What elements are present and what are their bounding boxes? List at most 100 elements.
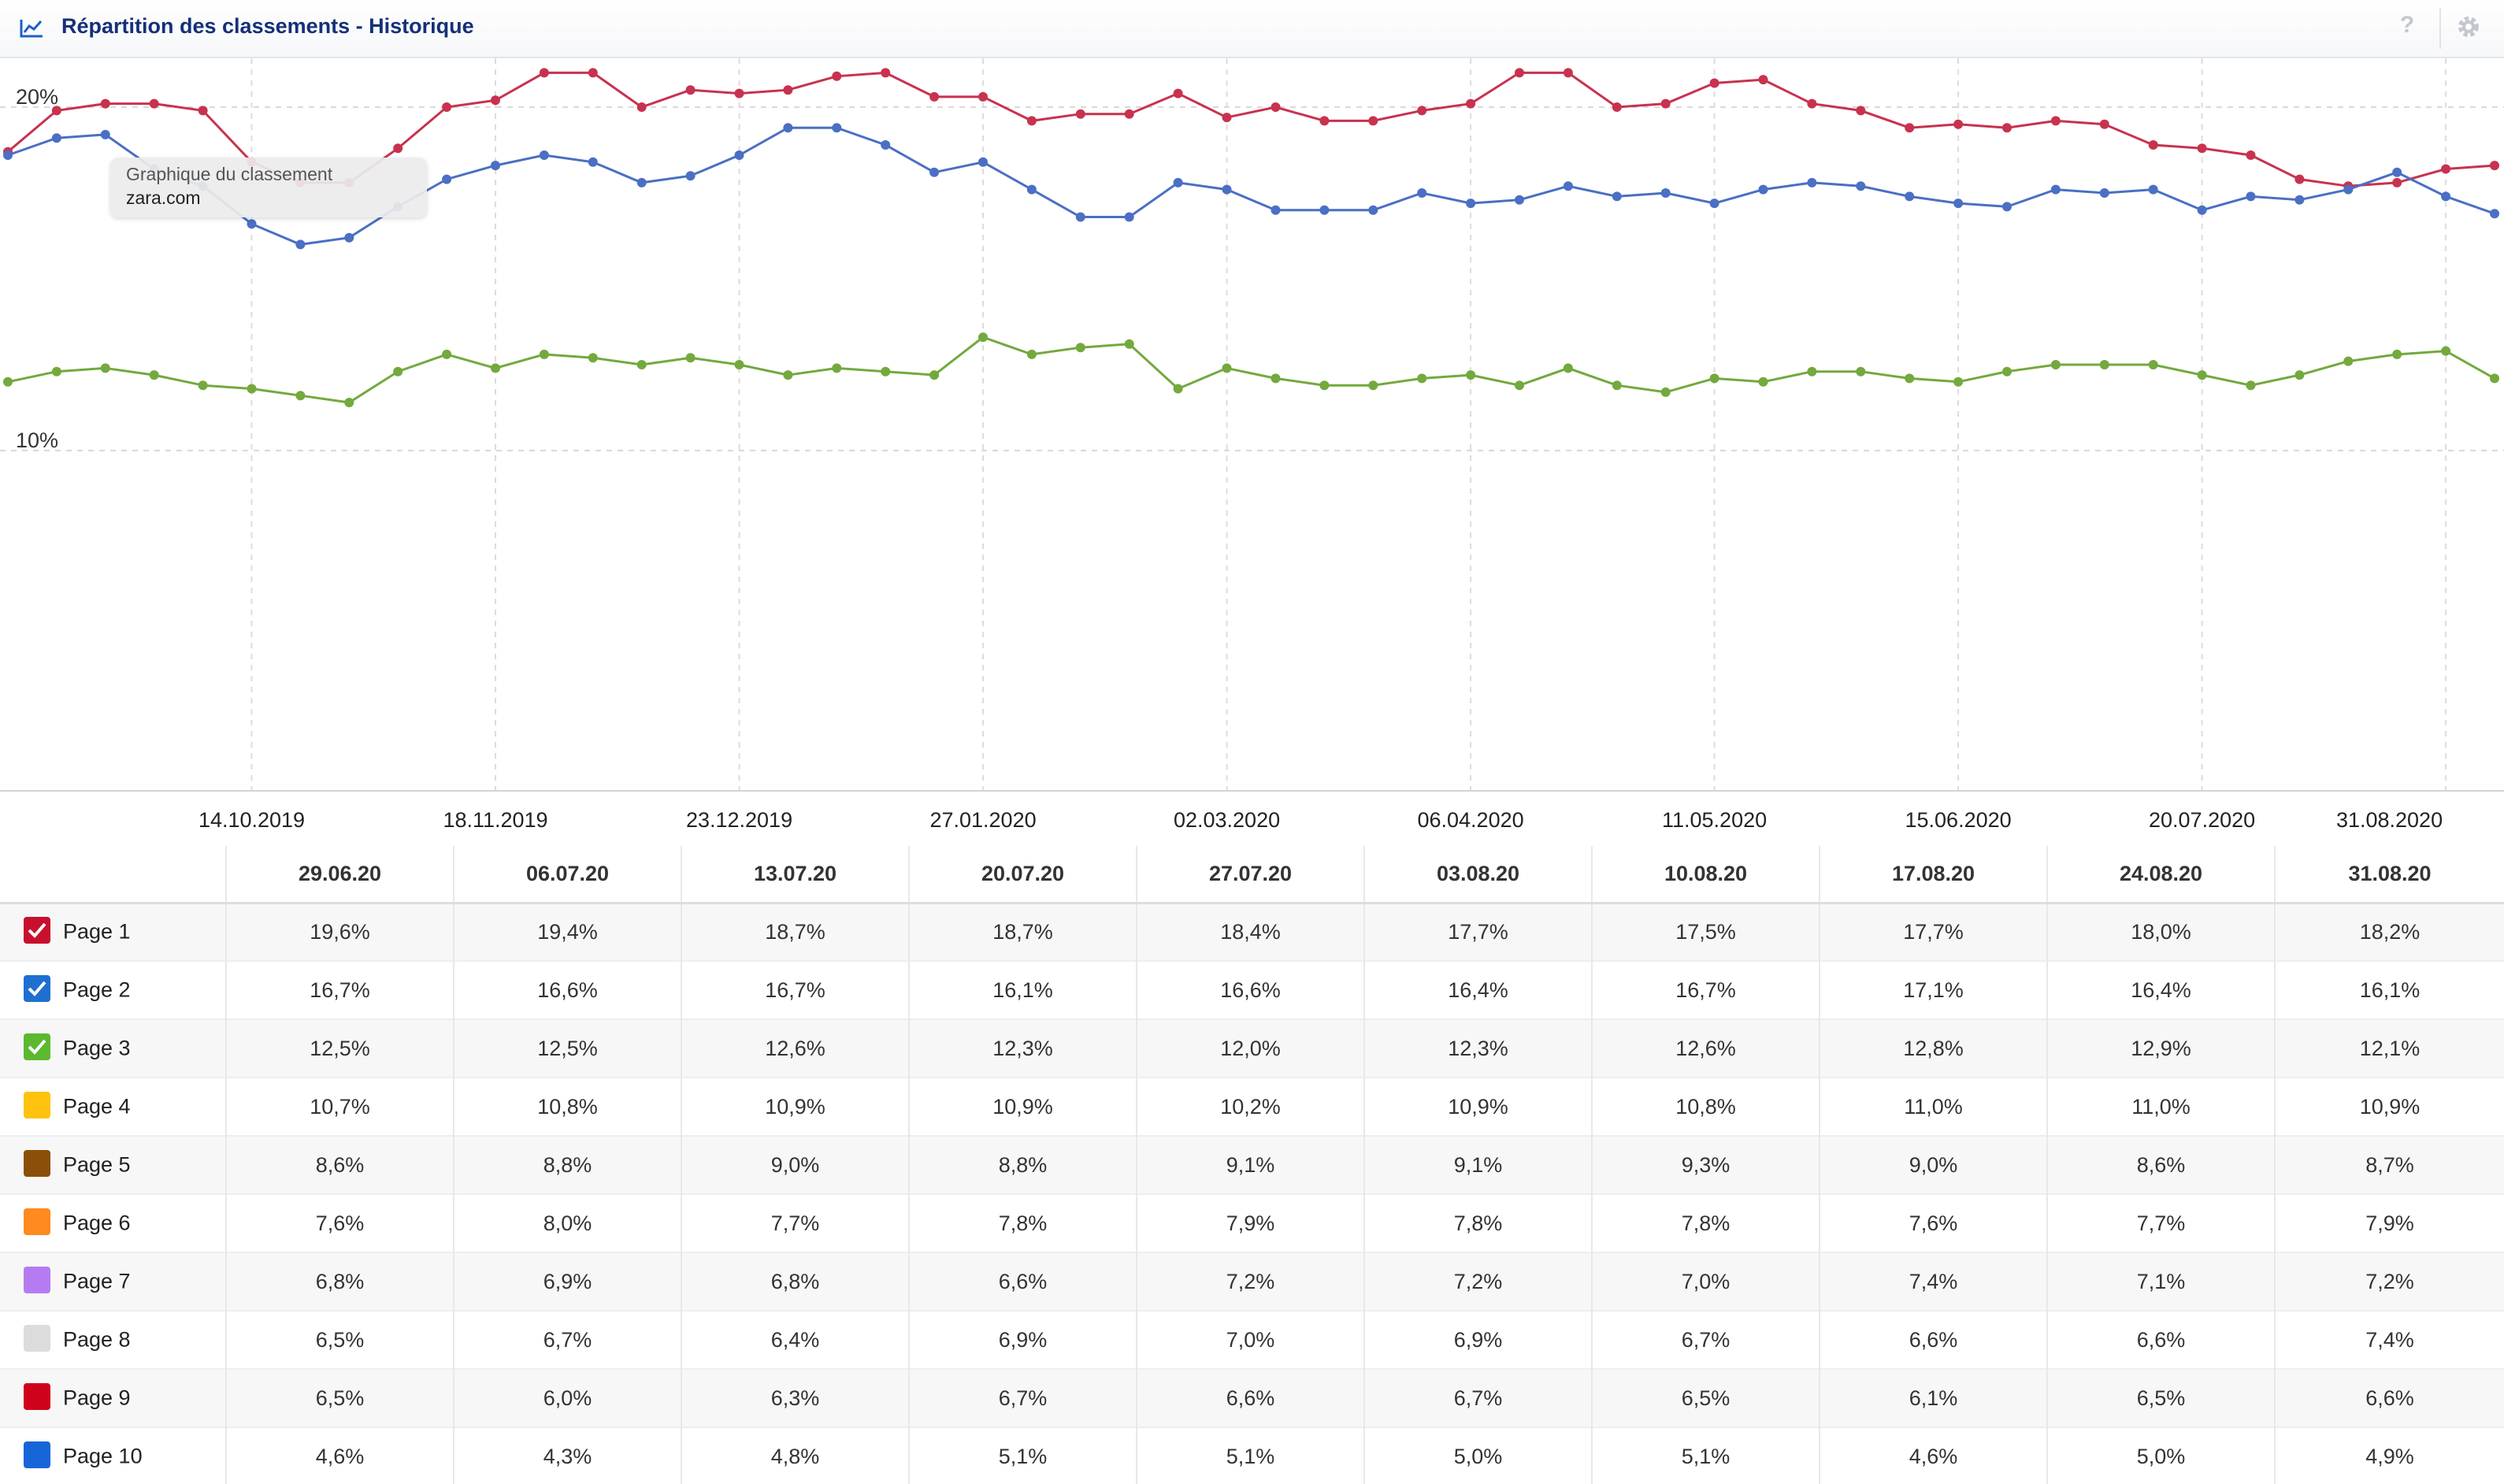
data-point [1612, 380, 1622, 391]
table-header-row: 29.06.20 06.07.20 13.07.20 20.07.20 27.07.20… [0, 846, 2504, 904]
table-row: Page 7 6,8% 6,9% 6,8% 6,6% 7,2% 7,2% 7,0% 7,4% 7,… [0, 1252, 2504, 1311]
data-point [588, 353, 598, 363]
row-label: Page 5 [63, 1152, 131, 1177]
row-label-cell: Page 7 [0, 1252, 227, 1311]
series-checkbox[interactable] [24, 1441, 50, 1468]
data-point [1905, 123, 1915, 133]
series-checkbox[interactable] [24, 917, 50, 944]
value-cell: 17,7% [1364, 903, 1593, 961]
data-point [1807, 98, 1817, 109]
data-point [2002, 366, 2012, 377]
data-point [198, 380, 208, 391]
data-point [783, 370, 793, 380]
line-chart-icon [20, 20, 43, 38]
value-cell: 17,7% [1820, 903, 2048, 961]
series-checkbox[interactable] [24, 1267, 50, 1293]
data-point [198, 106, 208, 116]
series-checkbox[interactable] [24, 1150, 50, 1177]
data-point [1222, 113, 1232, 123]
data-point [1368, 380, 1378, 391]
data-point [2441, 346, 2451, 356]
data-point [1953, 119, 1964, 129]
column-header: 06.07.20 [454, 846, 682, 904]
x-tick-label: 06.04.2020 [1417, 808, 1523, 832]
data-point [2002, 202, 2012, 212]
data-point [2392, 349, 2402, 359]
row-label-cell: Page 6 [0, 1194, 227, 1252]
data-point [1319, 205, 1330, 215]
data-point [2099, 119, 2109, 129]
data-point [1515, 68, 1524, 78]
data-point [2490, 161, 2499, 171]
row-label-cell: Page 2 [0, 961, 227, 1019]
value-cell: 6,4% [681, 1311, 910, 1369]
value-cell: 18,0% [2047, 903, 2276, 961]
series-checkbox[interactable] [24, 975, 50, 1002]
data-point [1563, 68, 1573, 78]
data-point [149, 370, 159, 380]
data-point [149, 98, 159, 109]
table-row: Page 9 6,5% 6,0% 6,3% 6,7% 6,6% 6,7% 6,5% 6,1% 6,… [0, 1369, 2504, 1427]
x-tick-label: 20.07.2020 [2149, 808, 2255, 832]
data-point [2441, 164, 2451, 174]
series-checkbox[interactable] [24, 1208, 50, 1235]
data-point [1466, 98, 1476, 109]
column-header: 17.08.20 [1820, 846, 2048, 904]
data-point [1173, 177, 1183, 187]
column-header: 24.08.20 [2047, 846, 2276, 904]
data-point [393, 366, 403, 377]
value-cell: 4,6% [226, 1427, 454, 1484]
series-checkbox[interactable] [24, 1092, 50, 1119]
series-checkbox[interactable] [24, 1383, 50, 1410]
data-point [1173, 88, 1183, 98]
value-cell: 7,0% [1592, 1252, 1820, 1311]
series-checkbox[interactable] [24, 1033, 50, 1060]
gear-icon[interactable] [2454, 13, 2483, 41]
help-icon[interactable]: ? [2399, 12, 2415, 38]
series-checkbox[interactable] [24, 1325, 50, 1352]
value-cell: 7,7% [681, 1194, 910, 1252]
data-point [1758, 377, 1768, 387]
value-cell: 16,6% [1137, 961, 1365, 1019]
data-point [1026, 116, 1037, 126]
data-point [3, 377, 13, 387]
value-cell: 10,8% [1592, 1078, 1820, 1136]
value-cell: 7,0% [1137, 1311, 1365, 1369]
data-point [2294, 174, 2305, 184]
value-cell: 7,1% [2047, 1252, 2276, 1311]
data-point [588, 68, 598, 78]
data-point [51, 366, 61, 377]
value-cell: 12,5% [454, 1019, 682, 1078]
x-tick-label: 02.03.2020 [1174, 808, 1280, 832]
value-cell: 5,1% [909, 1427, 1137, 1484]
value-cell: 6,5% [1592, 1369, 1820, 1427]
data-point [1271, 102, 1281, 112]
value-cell: 16,6% [454, 961, 682, 1019]
table-row: Page 5 8,6% 8,8% 9,0% 8,8% 9,1% 9,1% 9,3% 9,0% 8,… [0, 1136, 2504, 1194]
value-cell: 12,3% [909, 1019, 1137, 1078]
value-cell: 18,2% [2275, 903, 2504, 961]
value-cell: 6,7% [454, 1311, 682, 1369]
data-point [2490, 209, 2499, 219]
row-label-cell: Page 4 [0, 1078, 227, 1136]
data-point [1417, 106, 1427, 116]
data-point [344, 232, 354, 243]
data-point [2002, 123, 2012, 133]
data-point [1417, 373, 1427, 384]
value-cell: 6,9% [909, 1311, 1137, 1369]
value-cell: 6,6% [1820, 1311, 2048, 1369]
data-point [636, 102, 647, 112]
row-label-cell: Page 8 [0, 1311, 227, 1369]
x-tick-label: 18.11.2019 [443, 808, 547, 832]
data-point [1026, 184, 1037, 195]
column-header: 13.07.20 [681, 846, 910, 904]
value-cell: 16,1% [2275, 961, 2504, 1019]
value-cell: 16,1% [909, 961, 1137, 1019]
series-line [7, 336, 2495, 404]
value-cell: 7,8% [1364, 1194, 1593, 1252]
data-point [2343, 356, 2354, 366]
value-cell: 5,0% [2047, 1427, 2276, 1484]
data-point [1075, 343, 1085, 353]
data-point [2099, 360, 2109, 369]
data-point [2246, 380, 2256, 391]
